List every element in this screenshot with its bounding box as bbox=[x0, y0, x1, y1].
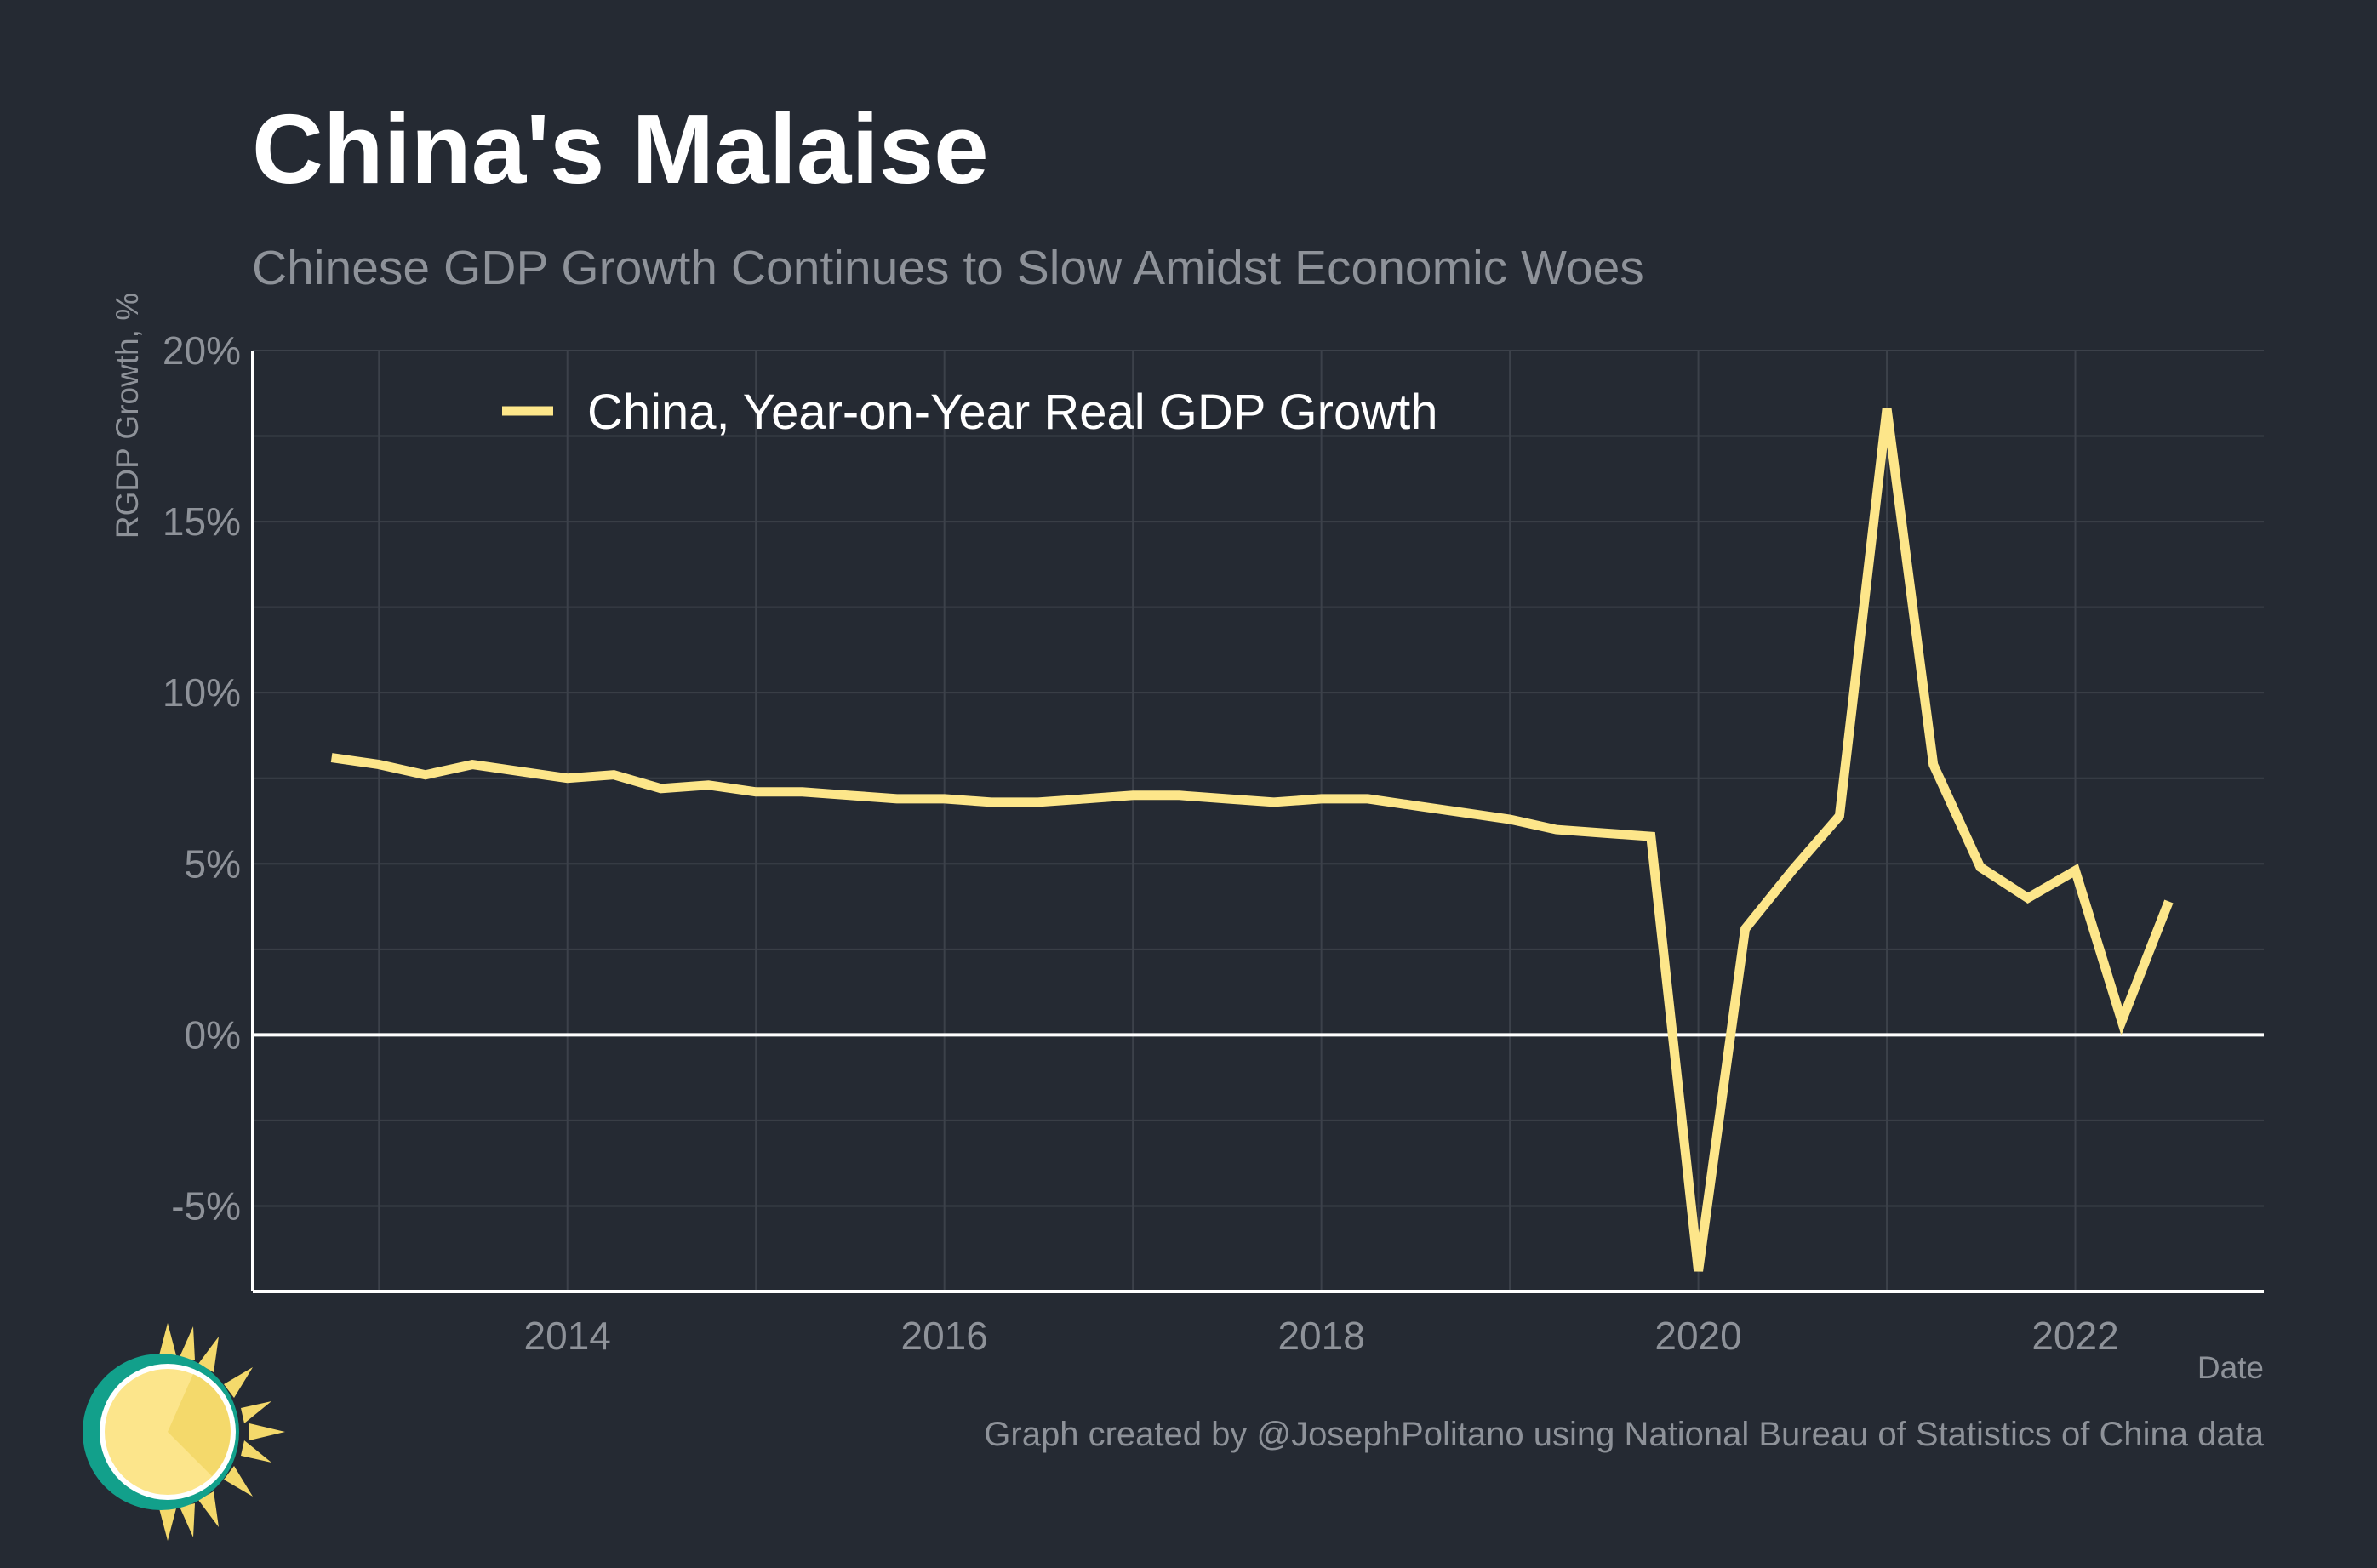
series-layer bbox=[330, 408, 2174, 1272]
y-tick-label: 0% bbox=[185, 1012, 241, 1057]
chart-subtitle: Chinese GDP Growth Continues to Slow Ami… bbox=[252, 241, 1644, 295]
x-tick-label: 2022 bbox=[2031, 1314, 2118, 1358]
x-axis-ticks: 2014 2016 2018 2020 2022 bbox=[524, 1314, 2119, 1358]
legend-label: China, Year-on-Year Real GDP Growth bbox=[587, 385, 1437, 440]
x-tick-label: 2020 bbox=[1654, 1314, 1741, 1358]
y-tick-label: 5% bbox=[185, 841, 241, 886]
series-line bbox=[330, 408, 2174, 1272]
y-tick-label: 20% bbox=[163, 328, 241, 373]
sun-logo-icon bbox=[83, 1323, 285, 1541]
y-axis-ticks: -5% 0% 5% 10% 15% 20% bbox=[163, 328, 241, 1228]
x-axis-label: Date bbox=[2197, 1350, 2264, 1385]
chart-title: China's Malaise bbox=[252, 94, 989, 204]
source-caption: Graph created by @JosephPolitano using N… bbox=[984, 1416, 2264, 1453]
y-tick-label: -5% bbox=[171, 1183, 241, 1228]
y-tick-label: 10% bbox=[163, 670, 241, 715]
x-tick-label: 2014 bbox=[524, 1314, 611, 1358]
x-tick-label: 2018 bbox=[1277, 1314, 1364, 1358]
legend: China, Year-on-Year Real GDP Growth bbox=[502, 385, 1437, 440]
axes bbox=[251, 351, 2264, 1293]
x-tick-label: 2016 bbox=[901, 1314, 988, 1358]
y-axis-label: RGDP Growth, % bbox=[110, 293, 145, 539]
y-tick-label: 15% bbox=[163, 499, 241, 544]
